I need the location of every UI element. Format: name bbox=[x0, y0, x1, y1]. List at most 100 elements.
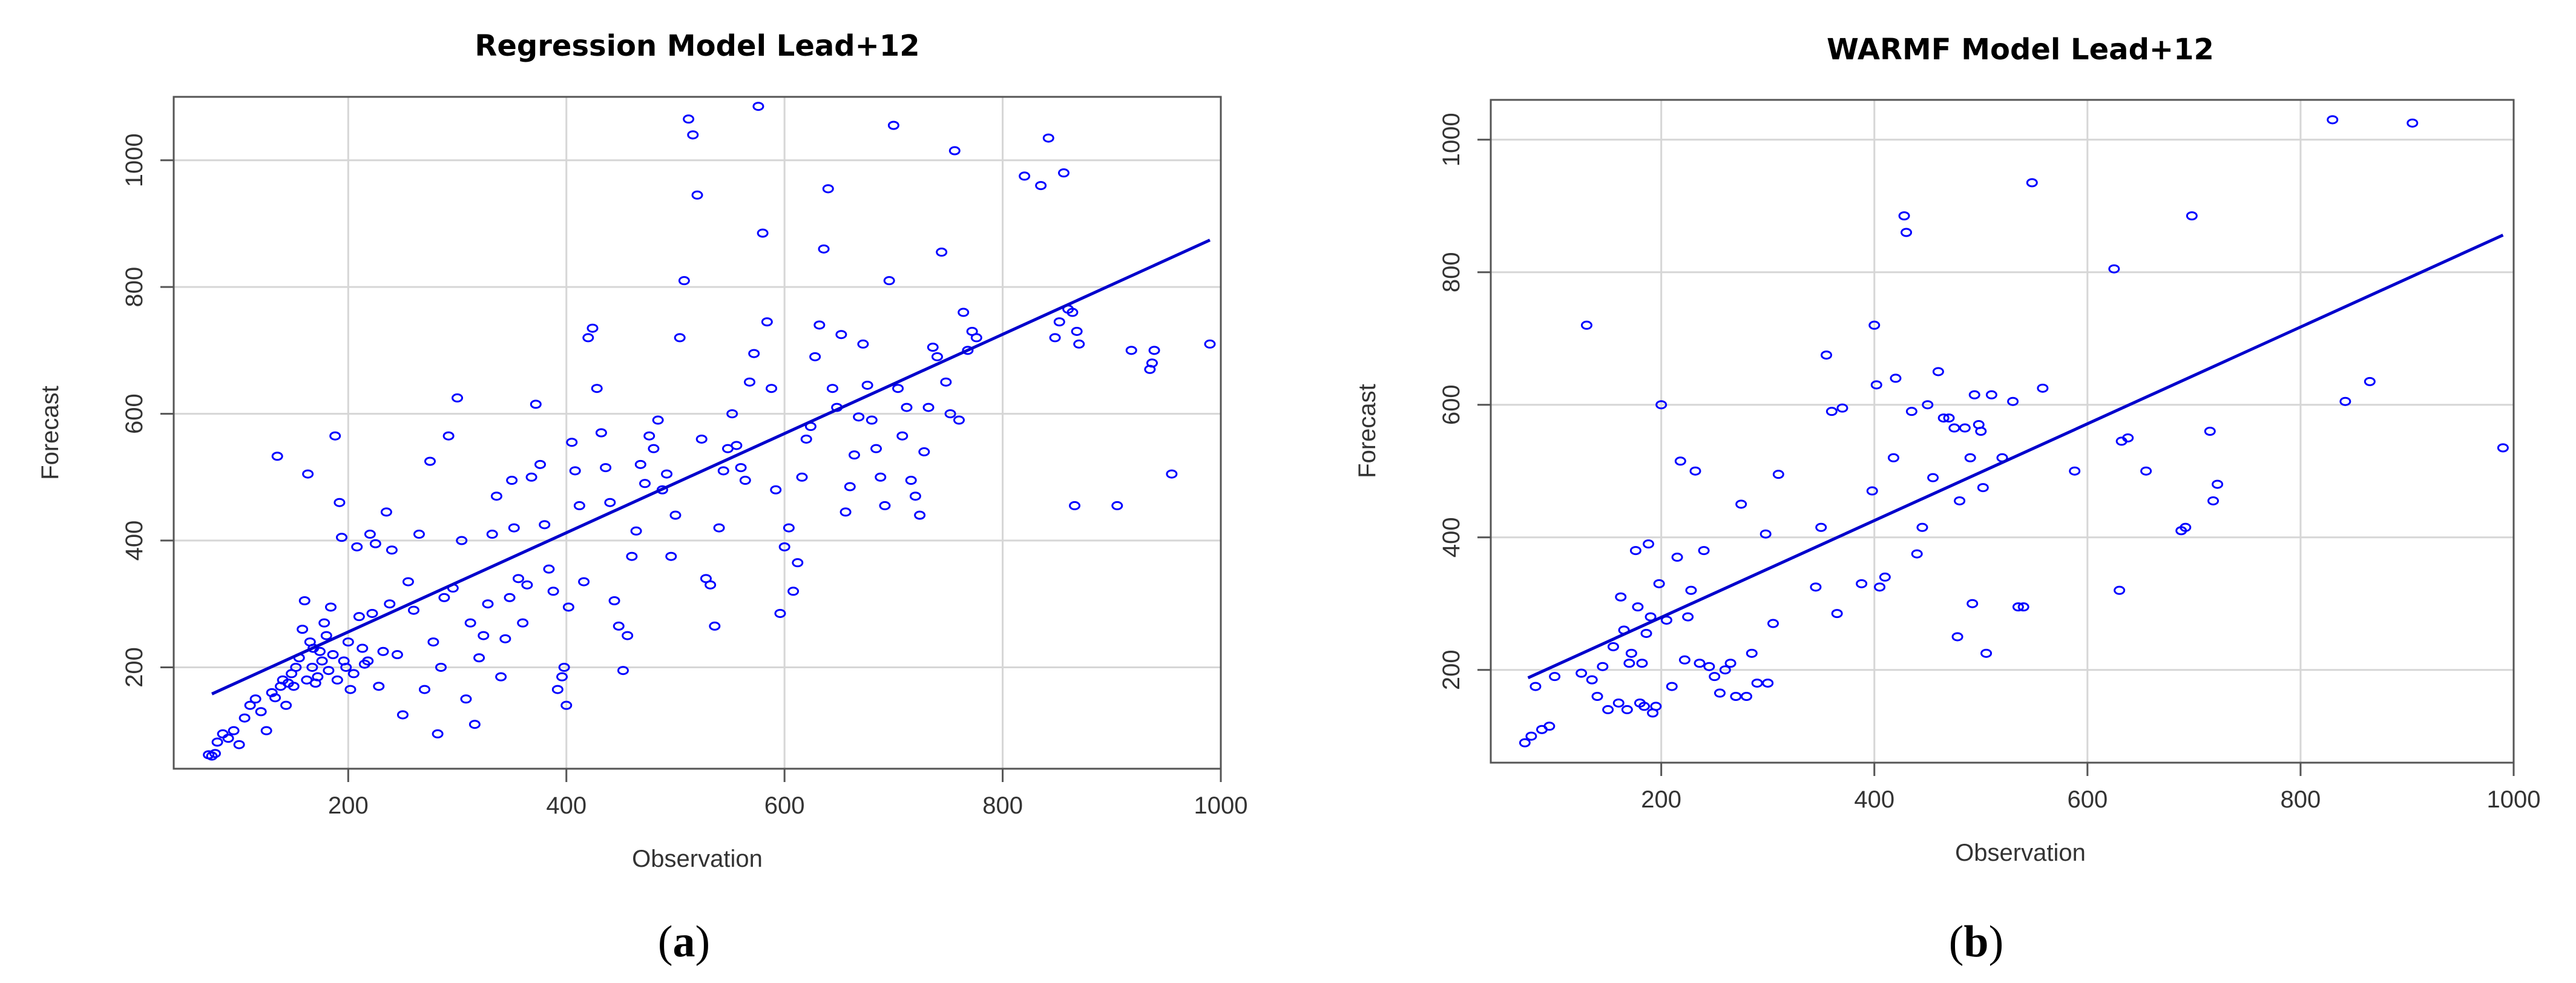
x-tick-label: 600 bbox=[764, 792, 805, 819]
data-point bbox=[735, 463, 747, 473]
data-point bbox=[1767, 619, 1779, 628]
data-point bbox=[870, 444, 882, 453]
data-point bbox=[1597, 662, 1609, 671]
data-point bbox=[643, 431, 656, 441]
data-point bbox=[329, 431, 341, 441]
data-point bbox=[1825, 407, 1838, 416]
data-points bbox=[1519, 115, 2509, 748]
data-point bbox=[770, 485, 782, 495]
data-point bbox=[944, 409, 956, 419]
data-point bbox=[1719, 665, 1731, 675]
data-point bbox=[826, 384, 838, 393]
data-point bbox=[665, 551, 677, 561]
data-point bbox=[591, 384, 603, 393]
y-tick-label: 600 bbox=[121, 393, 148, 434]
data-point bbox=[1148, 346, 1160, 355]
data-point bbox=[613, 621, 625, 631]
data-point bbox=[578, 577, 590, 587]
data-point bbox=[796, 472, 808, 482]
data-point bbox=[713, 523, 725, 533]
data-point bbox=[1856, 579, 1868, 588]
data-point bbox=[1741, 692, 1752, 701]
data-point bbox=[377, 646, 389, 656]
data-point bbox=[1607, 642, 1619, 651]
data-point bbox=[336, 533, 348, 542]
data-point bbox=[717, 466, 729, 476]
y-tick-label: 400 bbox=[1438, 517, 1465, 557]
data-point bbox=[962, 346, 974, 355]
data-point bbox=[1580, 320, 1592, 330]
data-point bbox=[1591, 692, 1603, 701]
data-point bbox=[347, 669, 360, 679]
data-point bbox=[783, 523, 795, 533]
data-point bbox=[1640, 628, 1652, 638]
data-point bbox=[1966, 599, 1979, 608]
data-point bbox=[1204, 339, 1216, 349]
data-point bbox=[452, 393, 464, 403]
data-point bbox=[427, 637, 439, 647]
x-tick-label: 1000 bbox=[2487, 786, 2541, 813]
data-point bbox=[521, 580, 533, 590]
data-point bbox=[639, 479, 651, 488]
data-point bbox=[857, 339, 869, 349]
data-point bbox=[1035, 181, 1047, 191]
data-point bbox=[364, 530, 376, 539]
data-point bbox=[948, 146, 961, 156]
data-point bbox=[1698, 546, 1710, 556]
data-point bbox=[1671, 553, 1683, 562]
data-point bbox=[327, 650, 339, 660]
data-point bbox=[1977, 483, 1989, 493]
data-point bbox=[608, 596, 620, 605]
data-point bbox=[2140, 466, 2152, 476]
data-point bbox=[1980, 648, 1993, 658]
data-point bbox=[424, 456, 436, 466]
data-point bbox=[1058, 168, 1070, 178]
data-point bbox=[373, 682, 385, 691]
data-point bbox=[344, 685, 356, 694]
data-point bbox=[1922, 400, 1934, 410]
data-point bbox=[556, 672, 568, 682]
data-point bbox=[314, 646, 326, 656]
data-point bbox=[1810, 582, 1822, 592]
data-point bbox=[566, 438, 578, 447]
data-point bbox=[266, 688, 278, 697]
data-point bbox=[1576, 668, 1588, 678]
panel-a: Regression Model Lead+12 200 400 600 800 100… bbox=[37, 29, 1247, 967]
data-point bbox=[391, 650, 403, 660]
data-point bbox=[2114, 585, 2126, 595]
data-point bbox=[1985, 390, 1997, 399]
data-point bbox=[866, 415, 878, 425]
data-point bbox=[739, 476, 751, 485]
data-point bbox=[1644, 612, 1657, 622]
data-point bbox=[499, 634, 511, 643]
data-point bbox=[255, 707, 267, 717]
data-point bbox=[233, 740, 245, 749]
data-point bbox=[1836, 403, 1848, 413]
data-point bbox=[757, 228, 769, 238]
data-point bbox=[534, 459, 546, 469]
data-point bbox=[1653, 579, 1665, 588]
data-point bbox=[442, 431, 455, 441]
data-point bbox=[456, 536, 468, 545]
data-point bbox=[1948, 423, 1960, 433]
data-point bbox=[407, 605, 419, 615]
data-point bbox=[1735, 499, 1747, 509]
data-point bbox=[312, 672, 324, 682]
data-point bbox=[1868, 320, 1881, 330]
data-point bbox=[835, 330, 847, 340]
data-point bbox=[530, 399, 542, 409]
data-point bbox=[600, 463, 612, 473]
data-point bbox=[1685, 585, 1697, 595]
data-point bbox=[2364, 376, 2376, 386]
data-point bbox=[547, 587, 559, 596]
data-point bbox=[669, 510, 682, 520]
data-point bbox=[539, 520, 551, 530]
data-point bbox=[1053, 317, 1065, 327]
data-point bbox=[432, 729, 444, 738]
data-point bbox=[1694, 659, 1706, 668]
data-point bbox=[752, 102, 764, 111]
y-axis-label: Forecast bbox=[1354, 384, 1381, 478]
data-point bbox=[2327, 115, 2339, 125]
data-point bbox=[1621, 705, 1633, 714]
data-point bbox=[468, 720, 481, 729]
